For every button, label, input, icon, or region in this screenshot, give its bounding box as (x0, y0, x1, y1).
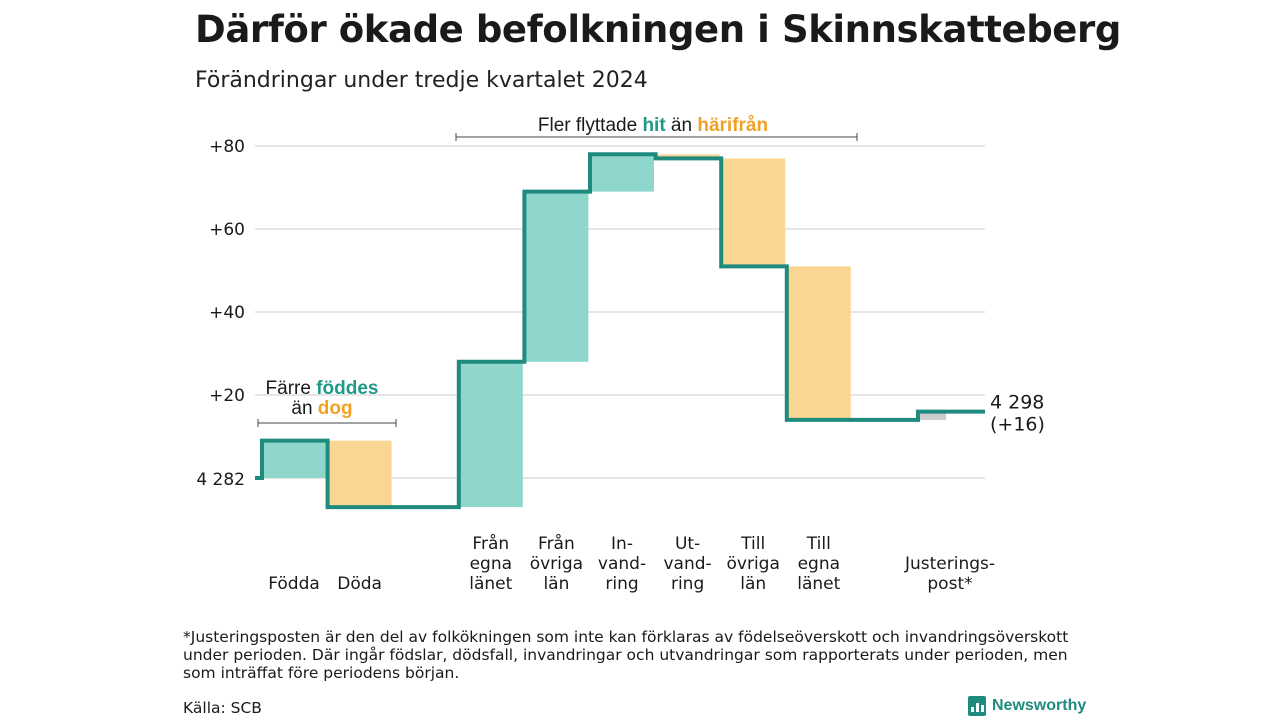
category-label: In- (611, 534, 633, 554)
chart-title: Därför ökade befolkningen i Skinnskatteb… (195, 8, 1121, 51)
waterfall-bar-in (590, 154, 654, 192)
newsworthy-logo-icon (968, 696, 986, 716)
y-tick-label: +40 (209, 303, 245, 323)
annotation-highlight: härifrån (697, 115, 768, 136)
annotation-top: Fler flyttade hit än härifrån (538, 115, 768, 136)
category-label: post* (927, 574, 972, 594)
y-tick-label: +20 (209, 386, 245, 406)
waterfall-bar-adj (918, 411, 946, 420)
waterfall-bar-in (262, 440, 326, 478)
category-label: övriga (530, 554, 583, 574)
population-step-line (255, 152, 985, 510)
category-label: Från (538, 533, 575, 554)
footnote: *Justeringsposten är den del av folkökni… (183, 628, 1069, 682)
chart-subtitle: Förändringar under tredje kvartalet 2024 (195, 68, 648, 93)
annotation-text: än (291, 398, 317, 419)
annotation-highlight: hit (642, 115, 666, 136)
category-label: län (543, 574, 569, 594)
category-label: ring (671, 574, 704, 594)
annotation-left-line2: än dog (291, 398, 352, 419)
y-tick-label: +60 (209, 220, 245, 240)
end-value-label: 4 298 (990, 392, 1044, 414)
waterfall-bar-out (327, 440, 392, 508)
category-label: ring (605, 574, 638, 594)
category-label: Till (806, 534, 831, 554)
annotation-text: än (666, 115, 698, 136)
base-value-label: 4 282 (196, 470, 245, 490)
annotation-highlight-died: dog (318, 398, 353, 419)
category-label: län (740, 574, 766, 594)
annotation-highlight-born: föddes (316, 378, 378, 399)
category-label: Justerings- (904, 554, 995, 574)
category-label: vand- (664, 554, 712, 574)
annotation-text: Färre (266, 378, 317, 399)
category-label: övriga (727, 554, 780, 574)
category-label: egna (798, 554, 840, 574)
waterfall-bar-out (721, 158, 786, 267)
category-label: Ut- (675, 534, 700, 554)
category-label: vand- (598, 554, 646, 574)
waterfall-bar-out (786, 266, 851, 420)
category-label: Till (740, 534, 765, 554)
annotation-left-line1: Färre föddes (266, 378, 379, 399)
category-label: Födda (268, 574, 320, 594)
category-label: länet (797, 574, 840, 594)
waterfall-bar-out (655, 154, 720, 159)
category-label: Döda (337, 574, 382, 594)
newsworthy-logo-text: Newsworthy (992, 697, 1087, 714)
waterfall-bar-in (524, 191, 589, 362)
waterfall-bar-in (458, 361, 523, 508)
y-tick-label: +80 (209, 137, 245, 157)
source-label: Källa: SCB (183, 699, 262, 717)
category-label: egna (470, 554, 512, 574)
newsworthy-logo: Newsworthy (968, 696, 1086, 716)
category-label: Från (472, 533, 509, 554)
annotation-text: Fler flyttade (538, 115, 643, 136)
end-change-label: (+16) (990, 414, 1045, 436)
category-label: länet (469, 574, 512, 594)
